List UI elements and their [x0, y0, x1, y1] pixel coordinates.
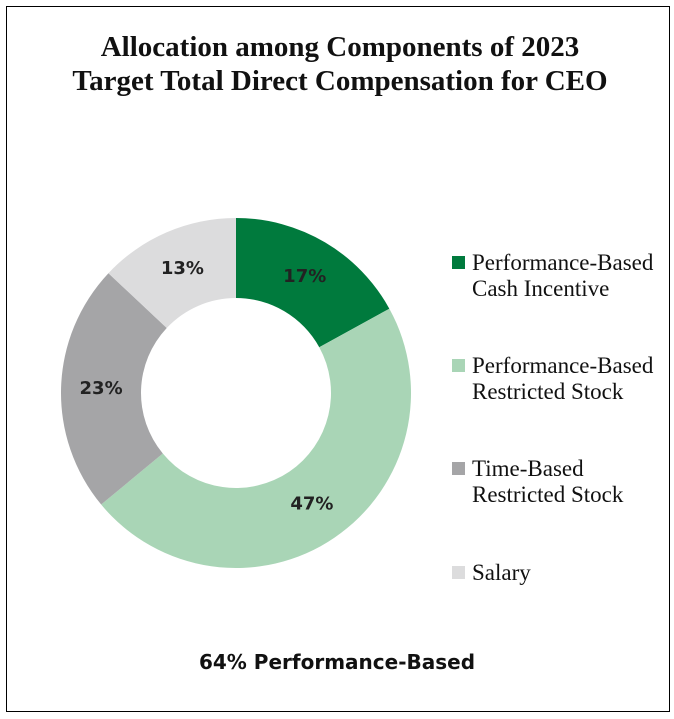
legend-label: Performance-Based Cash Incentive [472, 250, 654, 301]
value-label: 17% [283, 266, 326, 287]
legend-swatch [452, 462, 465, 475]
legend-label: Performance-Based Restricted Stock [472, 353, 654, 404]
slice [108, 218, 236, 328]
value-label: 13% [161, 258, 204, 279]
legend-label: Salary [472, 560, 531, 585]
annotation: 64% Performance-Based [198, 650, 476, 674]
slice [101, 308, 411, 568]
legend-swatch [452, 256, 465, 269]
slice [236, 218, 390, 348]
legend-swatch [452, 359, 465, 372]
frame [6, 6, 670, 712]
value-label: 23% [80, 378, 123, 399]
slice [61, 273, 167, 505]
value-label: 47% [290, 494, 333, 515]
legend-label: Time-Based Restricted Stock [472, 456, 624, 507]
chart-title: Allocation among Components of 2023 Targ… [72, 31, 608, 97]
legend-swatch [452, 566, 465, 579]
